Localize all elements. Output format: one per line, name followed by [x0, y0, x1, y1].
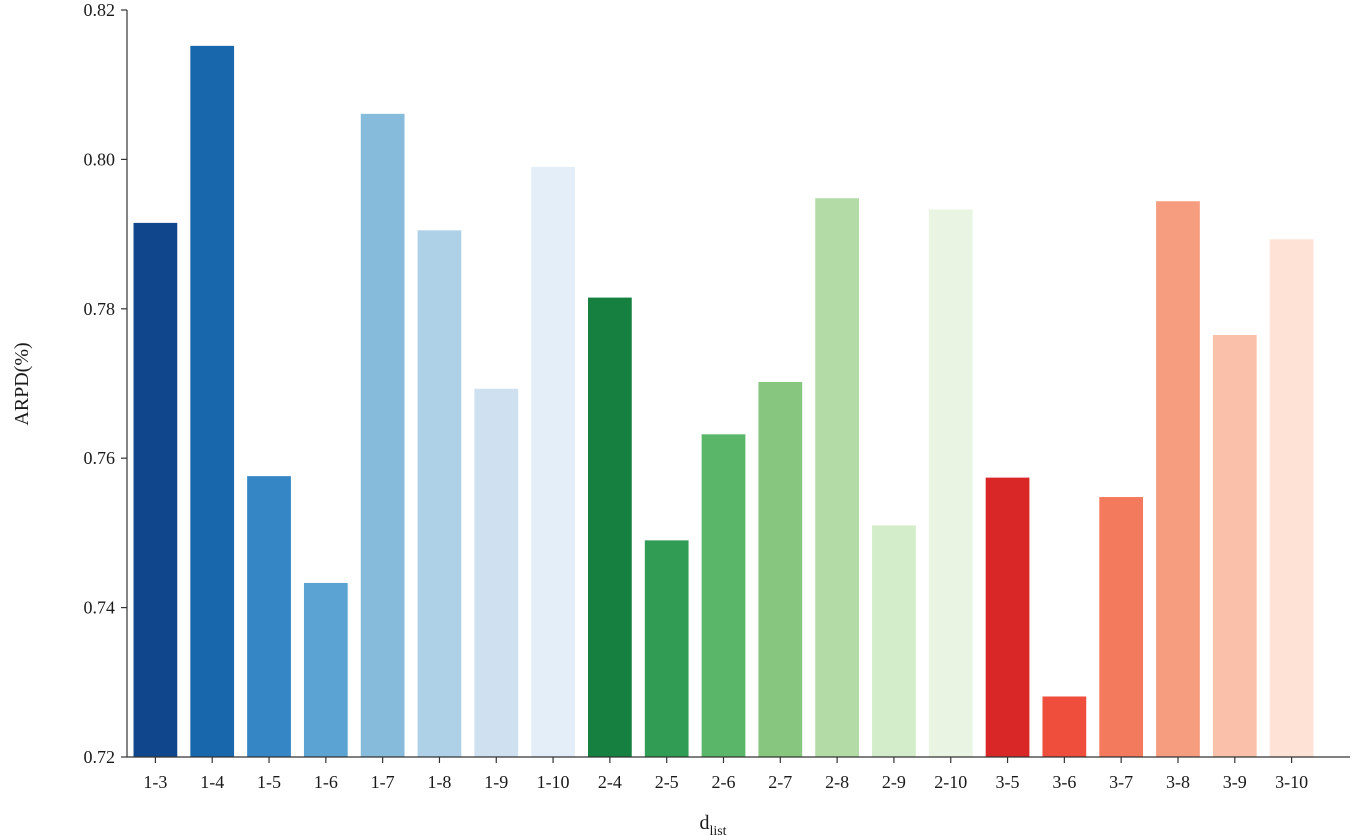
- x-tick-label: 1-9: [484, 772, 508, 792]
- bar-2-4: [588, 297, 632, 757]
- x-tick-label: 3-5: [996, 772, 1020, 792]
- x-tick-label: 2-7: [768, 772, 792, 792]
- x-axis-title-main: d: [699, 812, 709, 834]
- bar-3-6: [1042, 696, 1087, 757]
- x-tick-label: 2-10: [934, 772, 967, 792]
- x-tick-label: 1-4: [200, 772, 224, 792]
- x-tick-label: 1-6: [314, 772, 338, 792]
- bar-2-9: [872, 525, 916, 757]
- y-tick-label: 0.72: [84, 747, 116, 767]
- bar-2-8: [815, 198, 859, 758]
- x-tick-label: 2-6: [712, 772, 736, 792]
- x-tick-label: 3-8: [1166, 772, 1190, 792]
- bar-2-5: [644, 540, 689, 757]
- x-tick-label: 2-5: [655, 772, 679, 792]
- y-tick-label: 0.80: [84, 149, 116, 169]
- x-tick-label: 1-5: [257, 772, 281, 792]
- bar-3-5: [985, 477, 1030, 757]
- x-axis-title-subscript: list: [709, 824, 726, 835]
- y-axis-ticks: 0.72 0.74 0.76 0.78 0.80 0.82: [84, 0, 127, 767]
- x-tick-label: 1-7: [371, 772, 395, 792]
- bar-2-10: [928, 209, 973, 757]
- bar-2-7: [758, 382, 803, 757]
- x-tick-label: 2-9: [882, 772, 906, 792]
- bar-1-4: [190, 45, 235, 758]
- bar-1-7: [360, 113, 405, 757]
- x-tick-label: 1-3: [143, 772, 167, 792]
- bar-1-10: [531, 166, 575, 757]
- x-tick-label: 2-4: [598, 772, 622, 792]
- bar-1-8: [417, 230, 462, 758]
- x-tick-label: 1-10: [537, 772, 570, 792]
- x-tick-label: 3-9: [1223, 772, 1247, 792]
- y-tick-label: 0.82: [84, 0, 116, 20]
- x-tick-label: 1-8: [427, 772, 451, 792]
- x-tick-label: 3-10: [1275, 772, 1308, 792]
- bar-3-7: [1099, 497, 1144, 757]
- x-tick-label: 2-8: [825, 772, 849, 792]
- bar-3-9: [1212, 334, 1257, 757]
- bar-1-5: [247, 476, 291, 757]
- bar-3-8: [1156, 201, 1200, 758]
- bar-1-6: [303, 582, 348, 757]
- x-axis-ticks: 1-3 1-4 1-5 1-6 1-7 1-8 1-9 1-10 2-4 2-5 2-6 2-7 2-8…: [143, 757, 1308, 792]
- x-tick-label: 3-6: [1052, 772, 1076, 792]
- bar-3-10: [1269, 239, 1314, 757]
- bar-2-6: [701, 434, 746, 757]
- x-axis-title: dlist: [699, 812, 726, 835]
- y-axis-title: ARPD(%): [11, 342, 33, 425]
- y-tick-label: 0.74: [84, 598, 116, 618]
- bars-group: [133, 45, 1314, 758]
- y-tick-label: 0.78: [84, 299, 116, 319]
- bar-1-3: [133, 222, 178, 757]
- x-tick-label: 3-7: [1109, 772, 1133, 792]
- y-tick-label: 0.76: [84, 448, 116, 468]
- bar-1-9: [474, 388, 519, 757]
